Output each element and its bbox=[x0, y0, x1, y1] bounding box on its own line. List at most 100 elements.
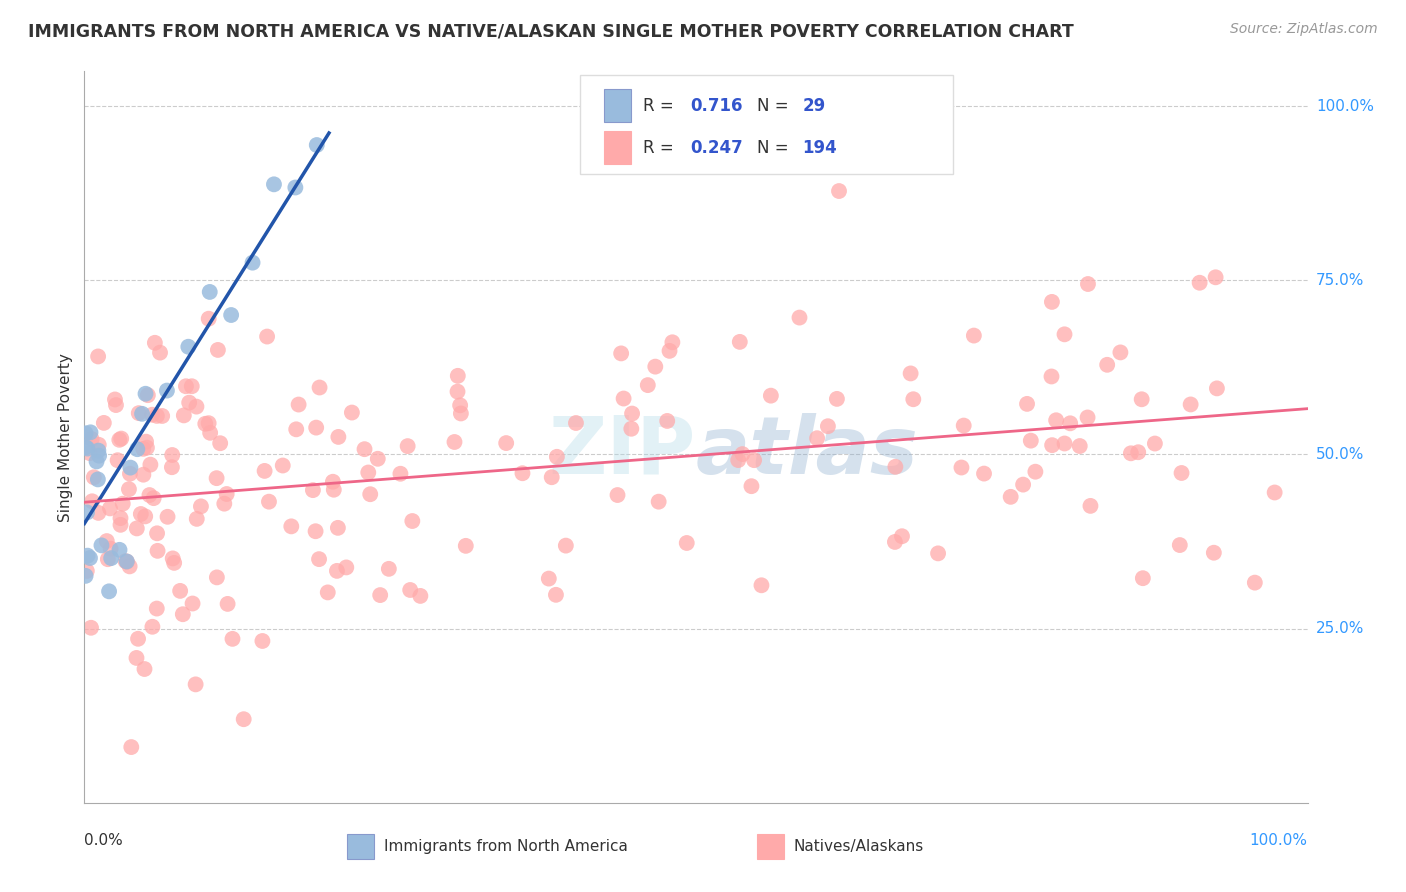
Point bbox=[1000, 490, 1022, 504]
Point bbox=[177, 340, 200, 354]
Point bbox=[221, 632, 243, 646]
Point bbox=[135, 441, 157, 455]
Point bbox=[174, 379, 197, 393]
Point bbox=[357, 466, 380, 480]
Point bbox=[1206, 381, 1229, 395]
Point bbox=[190, 500, 212, 514]
Point bbox=[87, 438, 110, 452]
Point bbox=[316, 585, 339, 599]
Bar bbox=[605, 131, 631, 164]
Point bbox=[263, 178, 285, 192]
Text: 0.247: 0.247 bbox=[690, 139, 742, 157]
Point bbox=[396, 439, 419, 453]
Point bbox=[1045, 413, 1067, 427]
Point bbox=[1019, 434, 1042, 448]
Point bbox=[87, 449, 110, 463]
Point bbox=[96, 534, 118, 549]
Text: 50.0%: 50.0% bbox=[1316, 447, 1364, 462]
Point bbox=[173, 409, 195, 423]
Point bbox=[128, 406, 150, 420]
Point bbox=[111, 497, 134, 511]
Point bbox=[214, 497, 236, 511]
Point bbox=[409, 589, 432, 603]
Point bbox=[98, 501, 121, 516]
Point bbox=[120, 740, 142, 755]
Point bbox=[146, 526, 169, 541]
Point bbox=[186, 400, 208, 414]
Point bbox=[118, 559, 141, 574]
Point bbox=[160, 448, 183, 462]
Point bbox=[87, 472, 110, 486]
Point bbox=[76, 442, 98, 456]
Point bbox=[114, 554, 136, 568]
Point bbox=[138, 488, 160, 502]
Text: R =: R = bbox=[644, 139, 679, 157]
Point bbox=[87, 443, 110, 458]
Point bbox=[728, 334, 751, 349]
Point bbox=[287, 398, 309, 412]
Bar bbox=[758, 833, 785, 859]
Point bbox=[256, 329, 278, 343]
Point bbox=[134, 662, 156, 676]
Point bbox=[950, 460, 973, 475]
Point bbox=[136, 388, 159, 402]
Point bbox=[305, 420, 328, 434]
Text: 100.0%: 100.0% bbox=[1316, 99, 1374, 113]
Point bbox=[963, 328, 986, 343]
Point bbox=[825, 392, 848, 406]
Point bbox=[326, 564, 349, 578]
Point bbox=[1130, 392, 1153, 407]
Point bbox=[606, 488, 628, 502]
Point bbox=[304, 524, 326, 539]
Point bbox=[132, 467, 155, 482]
Point bbox=[1040, 369, 1063, 384]
Point bbox=[142, 491, 165, 505]
Point bbox=[150, 409, 173, 423]
Point bbox=[1205, 270, 1227, 285]
Point bbox=[1059, 417, 1081, 431]
Point bbox=[1188, 276, 1211, 290]
Point bbox=[100, 551, 122, 566]
Point bbox=[285, 422, 308, 436]
Point bbox=[75, 426, 97, 441]
Point bbox=[610, 346, 633, 360]
Point bbox=[620, 422, 643, 436]
Point bbox=[207, 343, 229, 357]
Point bbox=[1109, 345, 1132, 359]
Point bbox=[1119, 446, 1142, 460]
Point bbox=[378, 562, 401, 576]
Point bbox=[731, 447, 754, 461]
Point bbox=[450, 407, 472, 421]
Point bbox=[308, 380, 330, 394]
Point bbox=[132, 442, 155, 456]
Point bbox=[135, 434, 157, 449]
Point bbox=[546, 450, 568, 464]
Point bbox=[76, 549, 98, 563]
Point bbox=[727, 453, 749, 467]
Point bbox=[353, 442, 375, 457]
Point bbox=[621, 407, 644, 421]
Point bbox=[1202, 546, 1225, 560]
Point bbox=[1170, 466, 1192, 480]
Point bbox=[1012, 477, 1035, 491]
Point bbox=[118, 482, 141, 496]
Point bbox=[401, 514, 423, 528]
Point bbox=[1080, 499, 1102, 513]
Point bbox=[657, 414, 679, 428]
Point bbox=[79, 551, 101, 566]
Point bbox=[1069, 439, 1091, 453]
Point bbox=[139, 458, 162, 472]
Point bbox=[215, 487, 238, 501]
Point bbox=[93, 416, 115, 430]
Point bbox=[284, 180, 307, 194]
Point bbox=[100, 541, 122, 556]
Point bbox=[205, 570, 228, 584]
Point bbox=[79, 425, 101, 440]
Text: 0.0%: 0.0% bbox=[84, 833, 124, 848]
Point bbox=[115, 555, 138, 569]
Point bbox=[205, 471, 228, 485]
Point bbox=[197, 416, 219, 430]
Point bbox=[280, 519, 302, 533]
Point bbox=[75, 569, 97, 583]
Point bbox=[75, 440, 97, 454]
